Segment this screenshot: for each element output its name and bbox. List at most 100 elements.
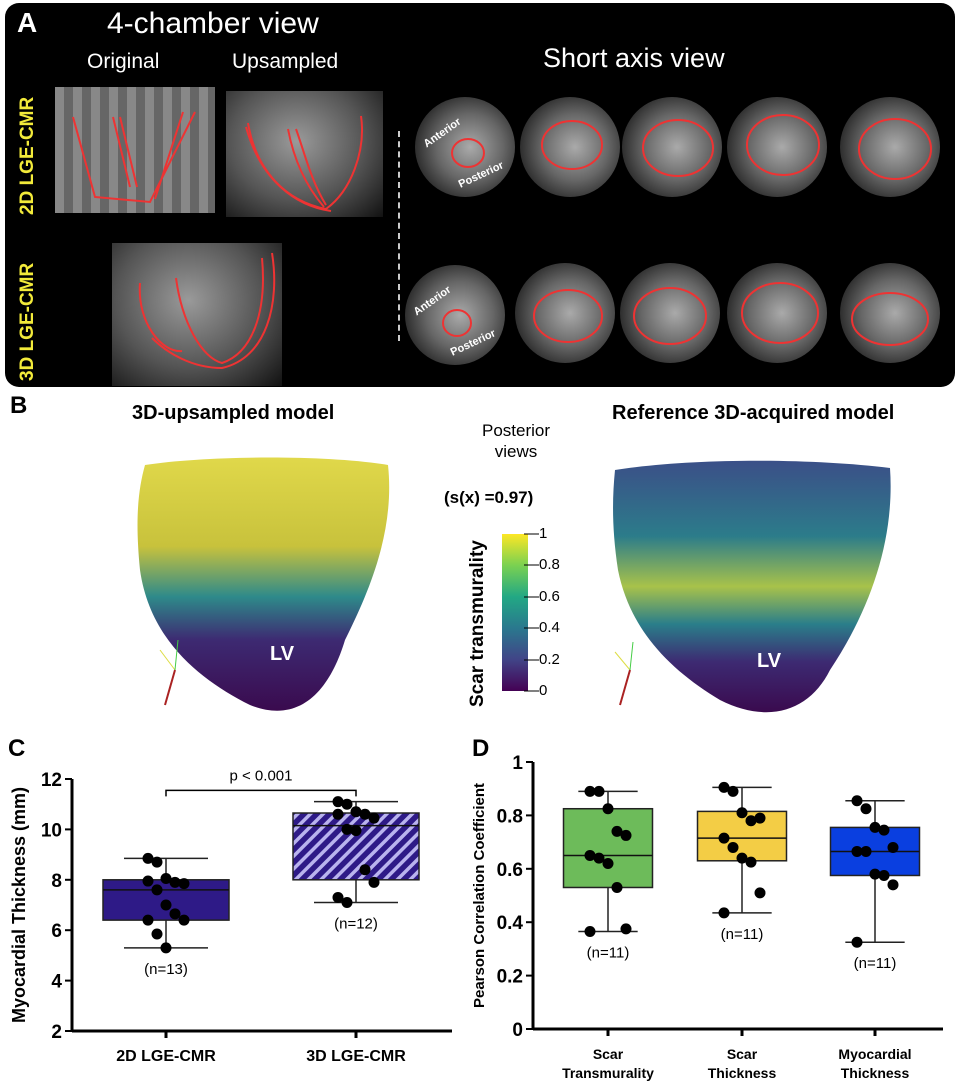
data-point — [151, 856, 163, 868]
data-point — [151, 884, 163, 896]
x-tick-label: Thickness — [841, 1065, 910, 1081]
y-tick-label: 0.4 — [497, 913, 524, 934]
data-point — [341, 823, 353, 835]
y-axis-label: Myocardial Thickness (mm) — [9, 787, 29, 1023]
mri-2d-upsampled — [226, 91, 383, 217]
x-tick-label: Scar — [727, 1046, 758, 1062]
y-axis-label: Pearson Correlation Coefficient — [471, 783, 488, 1008]
data-point — [332, 891, 344, 903]
colorbar-tick: —1 — [524, 525, 548, 542]
significance-bracket — [165, 789, 357, 797]
n-label: (n=11) — [587, 945, 630, 962]
n-label: (n=11) — [721, 926, 764, 943]
data-point — [160, 873, 172, 885]
heart-model-upsampled — [137, 457, 390, 711]
heart-models — [137, 457, 891, 713]
lv-label-right: LV — [757, 650, 782, 672]
x-tick-label: Myocardial — [838, 1046, 911, 1062]
colorbar-tick: —0.6 — [524, 587, 560, 605]
axes-triad-icon — [159, 639, 179, 706]
box — [292, 812, 420, 881]
y-tick-label: 12 — [41, 770, 62, 791]
sax-3d-slice-3 — [620, 263, 720, 363]
data-point — [727, 841, 739, 853]
panel-label-d: D — [472, 735, 490, 762]
box — [562, 807, 654, 889]
data-point — [878, 869, 890, 881]
sax-3d-slice-4 — [727, 263, 827, 363]
data-point — [860, 845, 872, 857]
sax-2d-slice-5 — [840, 97, 940, 197]
similarity-score: (s(x) =0.97) — [444, 488, 534, 507]
y-tick-label: 0 — [512, 1020, 523, 1041]
data-point — [887, 841, 899, 853]
data-point — [341, 798, 353, 810]
contour-overlay — [138, 252, 276, 370]
data-point — [727, 785, 739, 797]
data-point — [169, 908, 181, 920]
sax-3d-slice-2 — [515, 263, 615, 363]
data-point — [332, 808, 344, 820]
y-tick-label: 0.2 — [497, 967, 523, 988]
mri-2d-original — [55, 87, 215, 213]
data-point — [851, 795, 863, 807]
data-point — [142, 875, 154, 887]
data-point — [602, 803, 614, 815]
data-point — [359, 808, 371, 820]
data-point — [745, 815, 757, 827]
col-upsampled-label: Upsampled — [232, 50, 339, 73]
data-point — [869, 821, 881, 833]
chart-d-pearson-correlation: Pearson Correlation Coefficient 0 0.2 0.4 0.… — [471, 753, 943, 1081]
data-point — [745, 856, 757, 868]
left-model-title: 3D-upsampled model — [132, 402, 335, 424]
axes-triad-icon — [614, 641, 634, 706]
sax-3d-slice-1: Anterior Posterior — [405, 265, 505, 365]
sax-contours — [442, 114, 932, 346]
colorbar-tick: —0.4 — [524, 619, 560, 637]
data-point — [160, 899, 172, 911]
data-point — [718, 781, 730, 793]
data-point — [860, 803, 872, 815]
data-point — [851, 936, 863, 948]
data-point — [718, 832, 730, 844]
panel-label-b: B — [10, 392, 28, 419]
p-value-label: p < 0.001 — [230, 767, 293, 784]
y-tick-label: 6 — [51, 921, 62, 942]
data-point — [593, 852, 605, 864]
y-tick-label: 2 — [51, 1022, 62, 1043]
data-point — [160, 942, 172, 954]
panel-label-c: C — [8, 735, 26, 762]
y-tick-label: 1 — [512, 753, 523, 774]
four-chamber-title: 4-chamber view — [107, 7, 319, 40]
data-point — [602, 857, 614, 869]
data-point — [584, 926, 596, 938]
y-tick-label: 0.8 — [497, 806, 523, 827]
data-point — [178, 878, 190, 890]
n-label: (n=12) — [334, 915, 378, 932]
data-point — [851, 845, 863, 857]
data-point — [142, 914, 154, 926]
n-label: (n=13) — [144, 961, 188, 978]
data-point — [736, 807, 748, 819]
colorbar-label: Scar transmurality — [467, 540, 488, 707]
data-point — [584, 849, 596, 861]
data-point — [593, 785, 605, 797]
data-point — [611, 881, 623, 893]
data-point — [151, 928, 163, 940]
x-tick-label: Scar — [593, 1046, 624, 1062]
colorbar-tick: —0 — [524, 682, 548, 699]
data-point — [718, 907, 730, 919]
y-tick-label: 10 — [41, 820, 62, 841]
mri-3d-4ch — [112, 243, 282, 386]
sax-3d-slice-5 — [840, 263, 940, 363]
colorbar — [502, 534, 528, 691]
data-point — [887, 879, 899, 891]
contour-overlay — [245, 115, 363, 212]
sax-2d-slice-1: Anterior Posterior — [415, 97, 515, 197]
x-tick-label: 2D LGE-CMR — [116, 1048, 216, 1065]
data-point — [368, 876, 380, 888]
data-point — [332, 796, 344, 808]
data-point — [754, 887, 766, 899]
data-point — [178, 914, 190, 926]
data-point — [359, 864, 371, 876]
